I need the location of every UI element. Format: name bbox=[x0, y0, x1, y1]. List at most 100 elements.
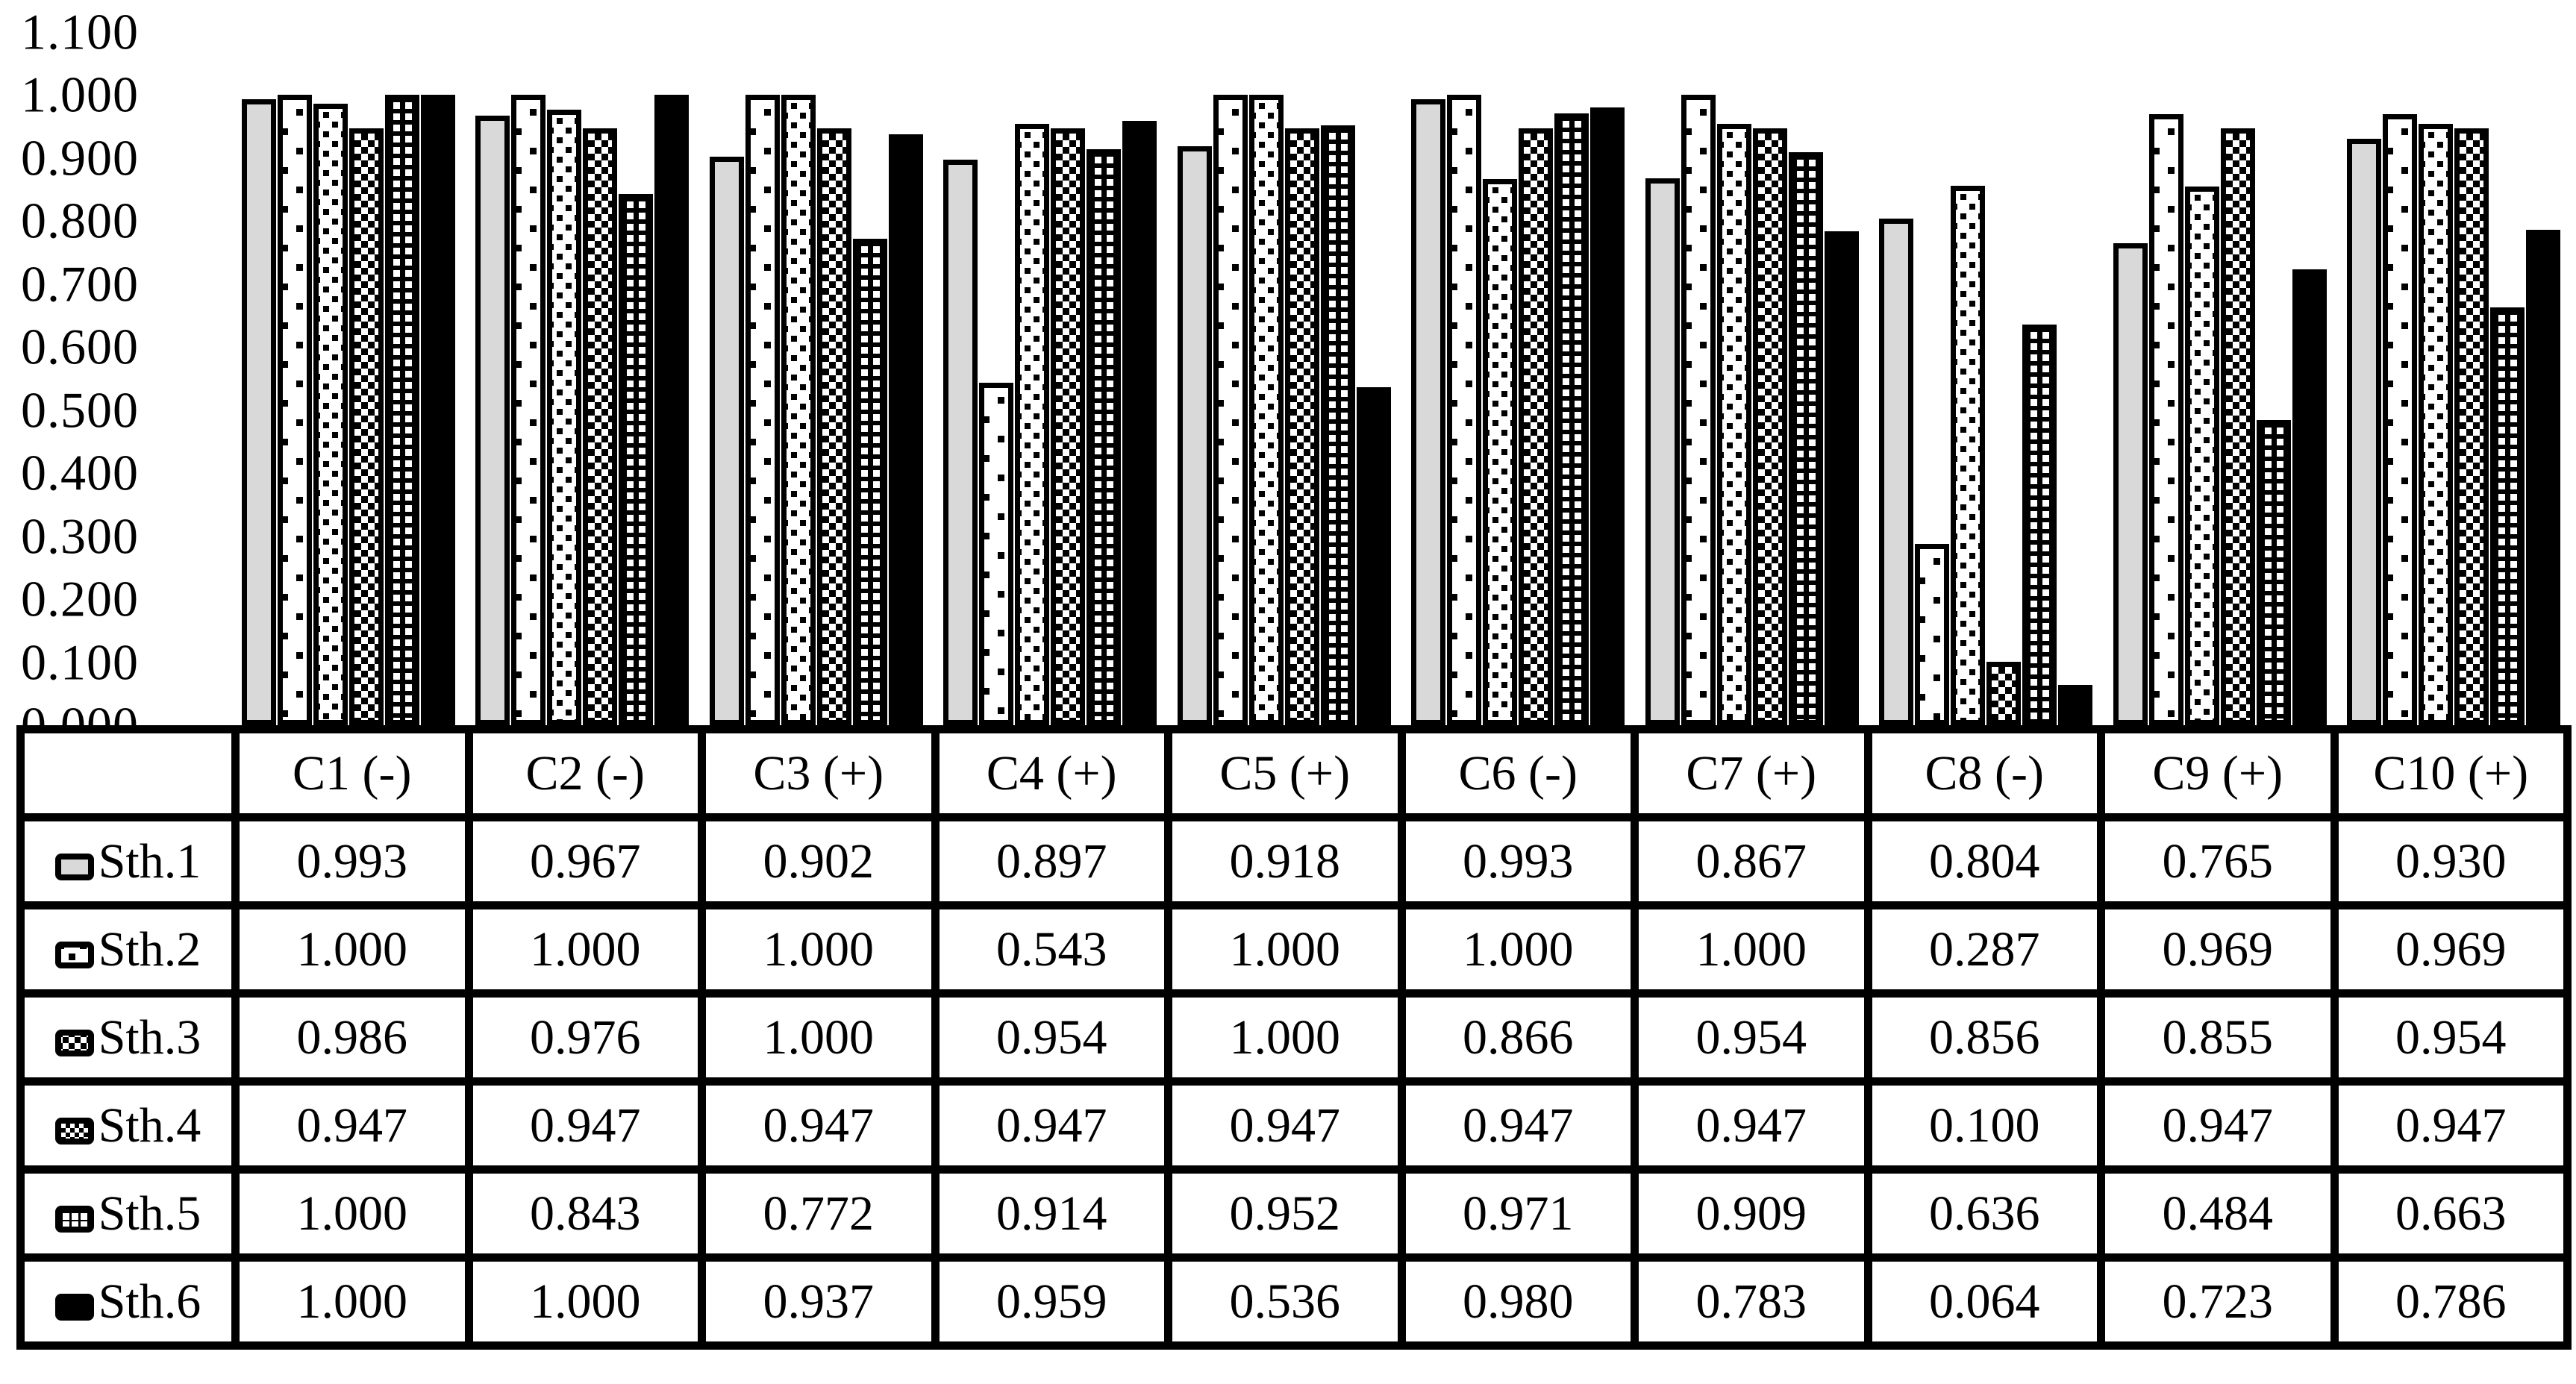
legend-label: Sth.5 bbox=[98, 1186, 201, 1241]
bar-group-C4(+) bbox=[934, 0, 1168, 725]
bar-Sth.2-C1 bbox=[277, 95, 312, 725]
legend-cell-Sth.4: Sth.4 bbox=[16, 1077, 240, 1174]
bar-Sth.5-C5 bbox=[1320, 125, 1355, 725]
bar-group-C3(+) bbox=[699, 0, 934, 725]
legend-swatch-icon bbox=[54, 1205, 94, 1233]
bar-Sth.5-C2 bbox=[619, 194, 654, 725]
bar-Sth.4-C9 bbox=[2220, 128, 2255, 725]
value-cell-Sth.2-C7: 1.000 bbox=[1631, 901, 1872, 998]
value-cell-Sth.5-C9: 0.484 bbox=[2097, 1165, 2339, 1262]
bar-Sth.1-C4 bbox=[943, 160, 978, 725]
value-cell-Sth.2-C3: 1.000 bbox=[698, 901, 940, 998]
value-cell-Sth.2-C8: 0.287 bbox=[1863, 901, 2105, 998]
plot-area bbox=[231, 0, 2571, 725]
value-cell-Sth.6-C7: 0.783 bbox=[1631, 1253, 1872, 1350]
column-header-C9: C9 (+) bbox=[2097, 725, 2339, 821]
value-cell-Sth.4-C9: 0.947 bbox=[2097, 1077, 2339, 1174]
bar-Sth.5-C7 bbox=[1788, 152, 1823, 725]
value-cell-Sth.3-C9: 0.855 bbox=[2097, 989, 2339, 1086]
bar-Sth.6-C7 bbox=[1824, 231, 1859, 725]
value-cell-Sth.5-C4: 0.914 bbox=[931, 1165, 1172, 1262]
value-cell-Sth.1-C5: 0.918 bbox=[1164, 813, 1406, 909]
bar-Sth.3-C10 bbox=[2419, 124, 2454, 725]
bar-Sth.6-C3 bbox=[888, 134, 923, 725]
value-cell-Sth.1-C2: 0.967 bbox=[464, 813, 706, 909]
y-tick-label: 0.200 bbox=[21, 570, 139, 627]
value-cell-Sth.4-C2: 0.947 bbox=[464, 1077, 706, 1174]
value-cell-Sth.3-C6: 0.866 bbox=[1397, 989, 1639, 1086]
table-row-Sth.1: Sth.1 0.993 0.967 0.902 0.897 0.918 0.993 0.867… bbox=[16, 813, 2572, 909]
y-tick-label: 0.600 bbox=[21, 318, 139, 375]
bar-Sth.2-C5 bbox=[1213, 95, 1248, 725]
bar-Sth.5-C6 bbox=[1554, 113, 1589, 725]
value-cell-Sth.4-C10: 0.947 bbox=[2330, 1077, 2572, 1174]
legend-label: Sth.1 bbox=[98, 833, 201, 889]
value-cell-Sth.2-C4: 0.543 bbox=[931, 901, 1172, 998]
bar-Sth.2-C9 bbox=[2148, 114, 2183, 725]
bar-Sth.4-C2 bbox=[583, 128, 618, 725]
value-cell-Sth.4-C1: 0.947 bbox=[231, 1077, 473, 1174]
bar-Sth.4-C7 bbox=[1752, 128, 1787, 725]
legend-label: Sth.2 bbox=[98, 921, 201, 977]
y-tick-label: 0.300 bbox=[21, 507, 139, 564]
value-cell-Sth.6-C4: 0.959 bbox=[931, 1253, 1172, 1350]
bar-Sth.3-C5 bbox=[1248, 95, 1284, 725]
bar-Sth.4-C8 bbox=[1986, 662, 2022, 725]
value-cell-Sth.6-C9: 0.723 bbox=[2097, 1253, 2339, 1350]
y-tick-label: 0.100 bbox=[21, 633, 139, 690]
value-cell-Sth.6-C3: 0.937 bbox=[698, 1253, 940, 1350]
value-cell-Sth.2-C10: 0.969 bbox=[2330, 901, 2572, 998]
bar-Sth.4-C10 bbox=[2454, 128, 2489, 725]
bar-Sth.6-C10 bbox=[2526, 230, 2561, 725]
bar-group-C8(-) bbox=[1869, 0, 2104, 725]
column-header-C1: C1 (-) bbox=[231, 725, 473, 821]
value-cell-Sth.2-C6: 1.000 bbox=[1397, 901, 1639, 998]
value-cell-Sth.2-C1: 1.000 bbox=[231, 901, 473, 998]
bar-Sth.3-C2 bbox=[547, 110, 582, 725]
value-cell-Sth.6-C6: 0.980 bbox=[1397, 1253, 1639, 1350]
bar-Sth.2-C4 bbox=[979, 383, 1014, 725]
legend-cell-Sth.6: Sth.6 bbox=[16, 1253, 240, 1350]
value-cell-Sth.3-C1: 0.986 bbox=[231, 989, 473, 1086]
column-header-C5: C5 (+) bbox=[1164, 725, 1406, 821]
value-cell-Sth.1-C1: 0.993 bbox=[231, 813, 473, 909]
column-header-C3: C3 (+) bbox=[698, 725, 940, 821]
value-cell-Sth.3-C7: 0.954 bbox=[1631, 989, 1872, 1086]
bar-group-C1(-) bbox=[231, 0, 466, 725]
column-header-C4: C4 (+) bbox=[931, 725, 1172, 821]
value-cell-Sth.4-C3: 0.947 bbox=[698, 1077, 940, 1174]
bar-Sth.5-C8 bbox=[2022, 325, 2057, 725]
value-cell-Sth.2-C9: 0.969 bbox=[2097, 901, 2339, 998]
bar-Sth.5-C1 bbox=[384, 95, 419, 725]
bar-Sth.2-C10 bbox=[2383, 114, 2418, 725]
y-tick-label: 1.100 bbox=[21, 3, 139, 60]
value-cell-Sth.4-C7: 0.947 bbox=[1631, 1077, 1872, 1174]
value-cell-Sth.4-C5: 0.947 bbox=[1164, 1077, 1406, 1174]
value-cell-Sth.3-C3: 1.000 bbox=[698, 989, 940, 1086]
bar-Sth.3-C3 bbox=[781, 95, 816, 725]
value-cell-Sth.5-C10: 0.663 bbox=[2330, 1165, 2572, 1262]
bar-Sth.5-C10 bbox=[2490, 307, 2525, 725]
bar-Sth.1-C6 bbox=[1411, 99, 1446, 725]
column-header-C2: C2 (-) bbox=[464, 725, 706, 821]
value-cell-Sth.6-C5: 0.536 bbox=[1164, 1253, 1406, 1350]
value-cell-Sth.5-C6: 0.971 bbox=[1397, 1165, 1639, 1262]
value-cell-Sth.3-C2: 0.976 bbox=[464, 989, 706, 1086]
bar-Sth.1-C7 bbox=[1645, 178, 1680, 725]
table-row-Sth.2: Sth.2 1.000 1.000 1.000 0.543 1.000 1.000 1.000… bbox=[16, 901, 2572, 998]
bar-Sth.1-C2 bbox=[475, 116, 510, 725]
value-cell-Sth.1-C10: 0.930 bbox=[2330, 813, 2572, 909]
bar-Sth.1-C1 bbox=[241, 99, 276, 725]
bar-Sth.5-C3 bbox=[852, 239, 887, 725]
legend-cell-Sth.3: Sth.3 bbox=[16, 989, 240, 1086]
y-tick-label: 1.000 bbox=[21, 66, 139, 123]
legend-label: Sth.4 bbox=[98, 1098, 201, 1153]
bar-Sth.6-C6 bbox=[1590, 107, 1625, 725]
bar-Sth.3-C7 bbox=[1716, 124, 1751, 725]
bar-Sth.4-C5 bbox=[1284, 128, 1319, 725]
bar-Sth.1-C5 bbox=[1177, 146, 1212, 725]
y-tick-label: 0.700 bbox=[21, 255, 139, 312]
y-tick-label: 0.800 bbox=[21, 192, 139, 249]
value-cell-Sth.6-C2: 1.000 bbox=[464, 1253, 706, 1350]
value-cell-Sth.5-C1: 1.000 bbox=[231, 1165, 473, 1262]
